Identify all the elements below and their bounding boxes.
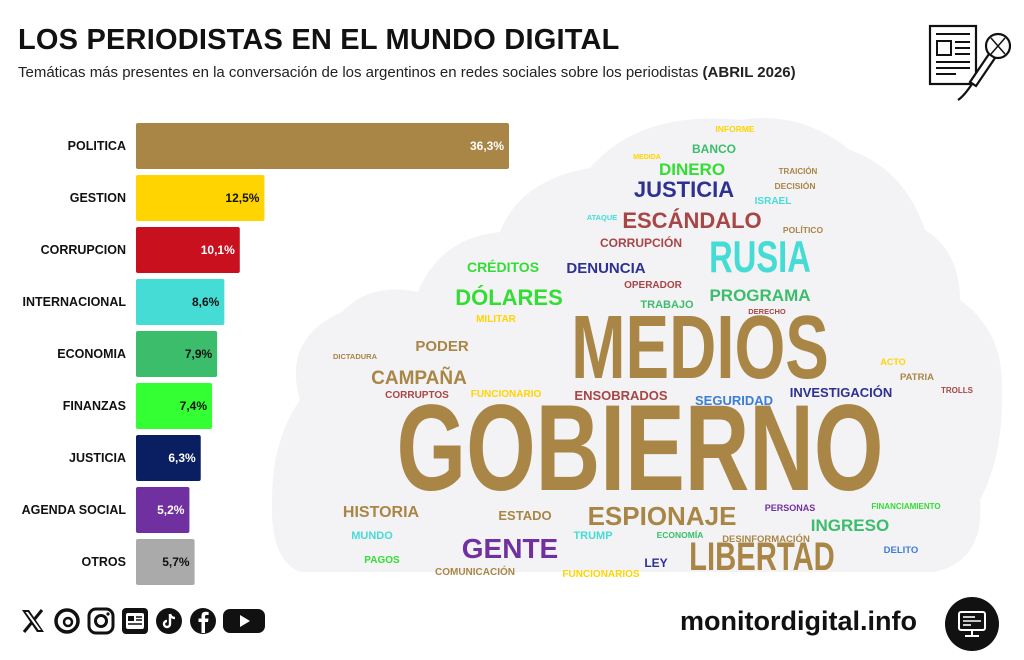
cloud-word: JUSTICIA — [634, 177, 734, 202]
cloud-word: POLÍTICO — [783, 225, 824, 235]
cloud-word: DESINFORMACIÓN — [722, 533, 810, 545]
category-label: INTERNACIONAL — [23, 295, 127, 309]
value-label: 8,6% — [192, 295, 220, 309]
value-label: 6,3% — [168, 451, 196, 465]
cloud-word: ISRAEL — [755, 196, 792, 207]
cloud-word: FINANCIAMIENTO — [871, 502, 940, 511]
bar-finanzas — [136, 383, 213, 429]
category-label: FINANZAS — [63, 399, 126, 413]
category-label: CORRUPCION — [41, 243, 126, 257]
cloud-word: MUNDO — [351, 530, 393, 542]
x-icon[interactable] — [18, 606, 48, 636]
cloud-word: PAGOS — [364, 555, 400, 566]
cloud-word: DÓLARES — [455, 285, 563, 310]
cloud-word: INGRESO — [811, 516, 889, 535]
cloud-word: INFORME — [715, 124, 755, 134]
cloud-word: GENTE — [462, 533, 558, 564]
value-label: 7,9% — [185, 347, 213, 361]
bar-agenda-social — [136, 487, 190, 533]
tiktok-icon[interactable] — [154, 606, 184, 636]
cloud-word: BANCO — [692, 142, 736, 156]
category-label: OTROS — [82, 555, 126, 569]
cloud-word: SEGURIDAD — [695, 393, 773, 408]
bar-chart: POLITICA 36,3% GESTION 12,5% CORRUPCION 10,1%… — [22, 123, 509, 585]
cloud-word: CORRUPCIÓN — [600, 235, 682, 250]
cloud-word: COMUNICACIÓN — [435, 565, 515, 578]
cloud-word: TRUMP — [573, 530, 612, 542]
cloud-word: GOBIERNO — [397, 379, 884, 516]
cloud-word: CAMPAÑA — [371, 367, 467, 389]
cloud-word: ESCÁNDALO — [622, 208, 761, 233]
cloud-word: RUSIA — [709, 232, 811, 282]
cloud-word: PODER — [415, 338, 469, 355]
category-label: ECONOMIA — [57, 347, 126, 361]
bar-economia — [136, 331, 218, 377]
bar-otros — [136, 539, 195, 585]
bar-politica — [136, 123, 509, 169]
cloud-word: CORRUPTOS — [385, 390, 449, 401]
value-label: 36,3% — [470, 139, 504, 153]
cloud-word: LEY — [644, 556, 667, 570]
cloud-word: ESPIONAJE — [588, 501, 737, 531]
cloud-word: DICTADURA — [333, 352, 378, 361]
page-title: LOS PERIODISTAS EN EL MUNDO DIGITAL — [18, 24, 620, 56]
site-url[interactable]: monitordigital.info — [680, 606, 917, 636]
instagram-icon[interactable] — [86, 606, 116, 636]
cloud-word: OPERADOR — [624, 280, 683, 291]
cloud-word: ENSOBRADOS — [574, 388, 668, 403]
cloud-word: PATRIA — [900, 372, 934, 383]
cloud-word: MILITAR — [476, 314, 517, 325]
social-icons — [18, 606, 266, 636]
category-label: JUSTICIA — [69, 451, 126, 465]
cloud-word: FUNCIONARIO — [471, 389, 542, 400]
monitor-icon — [945, 597, 999, 651]
cloud-word: ATAQUE — [587, 213, 618, 222]
category-label: AGENDA SOCIAL — [22, 503, 127, 517]
cloud-word: DELITO — [884, 545, 919, 556]
cloud-word: TRAICIÓN — [779, 167, 818, 176]
cloud-word: PROGRAMA — [709, 286, 810, 305]
cloud-word: DECISIÓN — [774, 180, 815, 191]
value-label: 10,1% — [201, 243, 235, 257]
bar-justicia — [136, 435, 201, 481]
cloud-word: DENUNCIA — [566, 260, 645, 277]
cloud-word: FUNCIONARIOS — [562, 569, 640, 580]
value-label: 5,2% — [157, 503, 185, 517]
facebook-icon[interactable] — [188, 606, 218, 636]
cloud-word: INVESTIGACIÓN — [790, 385, 893, 400]
subtitle-period: (ABRIL 2026) — [702, 64, 796, 81]
cloud-shape — [271, 118, 1003, 572]
cloud-word: PERSONAS — [765, 503, 816, 513]
cloud-word: ECONOMÍA — [657, 530, 704, 540]
bar-gestion — [136, 175, 265, 221]
news-icon[interactable] — [120, 606, 150, 636]
cloud-word: MEDIDA — [633, 154, 661, 161]
cloud-word: TROLLS — [941, 386, 974, 395]
page-subtitle: Temáticas más presentes en la conversaci… — [18, 64, 796, 81]
cloud-word: MEDIOS — [571, 297, 829, 398]
value-label: 12,5% — [225, 191, 259, 205]
cloud-word: HISTORIA — [343, 504, 420, 521]
cloud-word: ESTADO — [498, 508, 551, 523]
value-label: 5,7% — [162, 555, 190, 569]
cloud-word: DINERO — [659, 160, 725, 179]
cloud-word: DERECHO — [748, 307, 786, 316]
bar-internacional — [136, 279, 225, 325]
cloud-word: LIBERTAD — [689, 535, 835, 580]
subtitle-text: Temáticas más presentes en la conversaci… — [18, 64, 699, 81]
youtube-icon[interactable] — [222, 606, 266, 636]
cloud-word: ACTO — [880, 357, 905, 367]
journalism-icon — [928, 24, 1012, 101]
threads-icon[interactable] — [52, 606, 82, 636]
cloud-word: TRABAJO — [640, 299, 694, 311]
value-label: 7,4% — [180, 399, 208, 413]
cloud-word: CRÉDITOS — [467, 259, 539, 275]
bar-corrupcion — [136, 227, 240, 273]
category-label: GESTION — [70, 191, 126, 205]
category-label: POLITICA — [68, 139, 126, 153]
